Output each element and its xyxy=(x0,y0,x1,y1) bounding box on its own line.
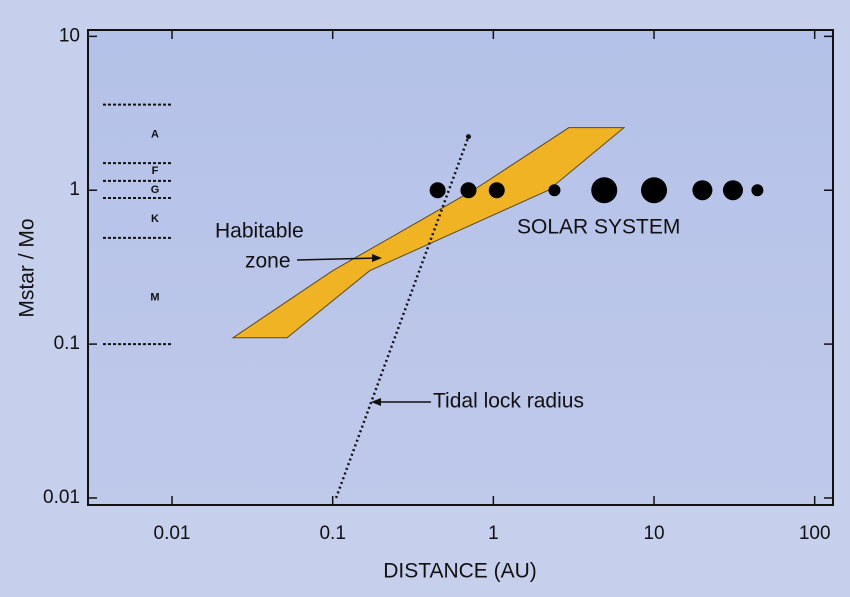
tidal-lock-end xyxy=(465,134,471,140)
x-tick-label: 10 xyxy=(643,523,664,544)
x-axis-label: DISTANCE (AU) xyxy=(383,560,537,583)
y-tick-label: 10 xyxy=(59,25,80,46)
annotation-arrow xyxy=(296,257,379,261)
y-tick-label: 0.1 xyxy=(54,333,80,354)
spectral-class-label: K xyxy=(151,213,159,225)
y-tick-label: 1 xyxy=(69,179,80,200)
planet xyxy=(548,184,561,197)
plot-frame xyxy=(87,29,834,506)
planet xyxy=(751,184,764,197)
planet xyxy=(460,182,477,199)
annotation: zone xyxy=(245,250,291,273)
planet xyxy=(692,180,713,201)
x-tick-label: 0.01 xyxy=(154,523,191,544)
arrow-head xyxy=(371,398,381,406)
x-tick-label: 1 xyxy=(488,523,499,544)
annotation: Habitable xyxy=(215,220,304,243)
x-tick-label: 100 xyxy=(799,523,831,544)
spectral-class-label: F xyxy=(152,165,159,177)
spectral-class-label: A xyxy=(151,128,159,140)
spectral-class-label: M xyxy=(150,292,159,304)
x-tick-label: 0.1 xyxy=(319,523,345,544)
planet xyxy=(641,177,668,204)
y-axis-label: Mstar / Mo xyxy=(16,218,39,317)
habitable-zone xyxy=(231,127,626,339)
tidal-lock-line xyxy=(334,136,470,499)
planet xyxy=(591,177,618,204)
y-tick-label: 0.01 xyxy=(43,487,80,508)
arrow-head xyxy=(372,254,382,262)
planet xyxy=(429,182,446,199)
annotation: Tidal lock radius xyxy=(433,390,584,413)
planet xyxy=(722,180,743,201)
spectral-class-label: G xyxy=(151,184,160,196)
annotation: SOLAR SYSTEM xyxy=(517,216,680,239)
plot-area xyxy=(88,30,833,505)
planet xyxy=(488,182,505,199)
